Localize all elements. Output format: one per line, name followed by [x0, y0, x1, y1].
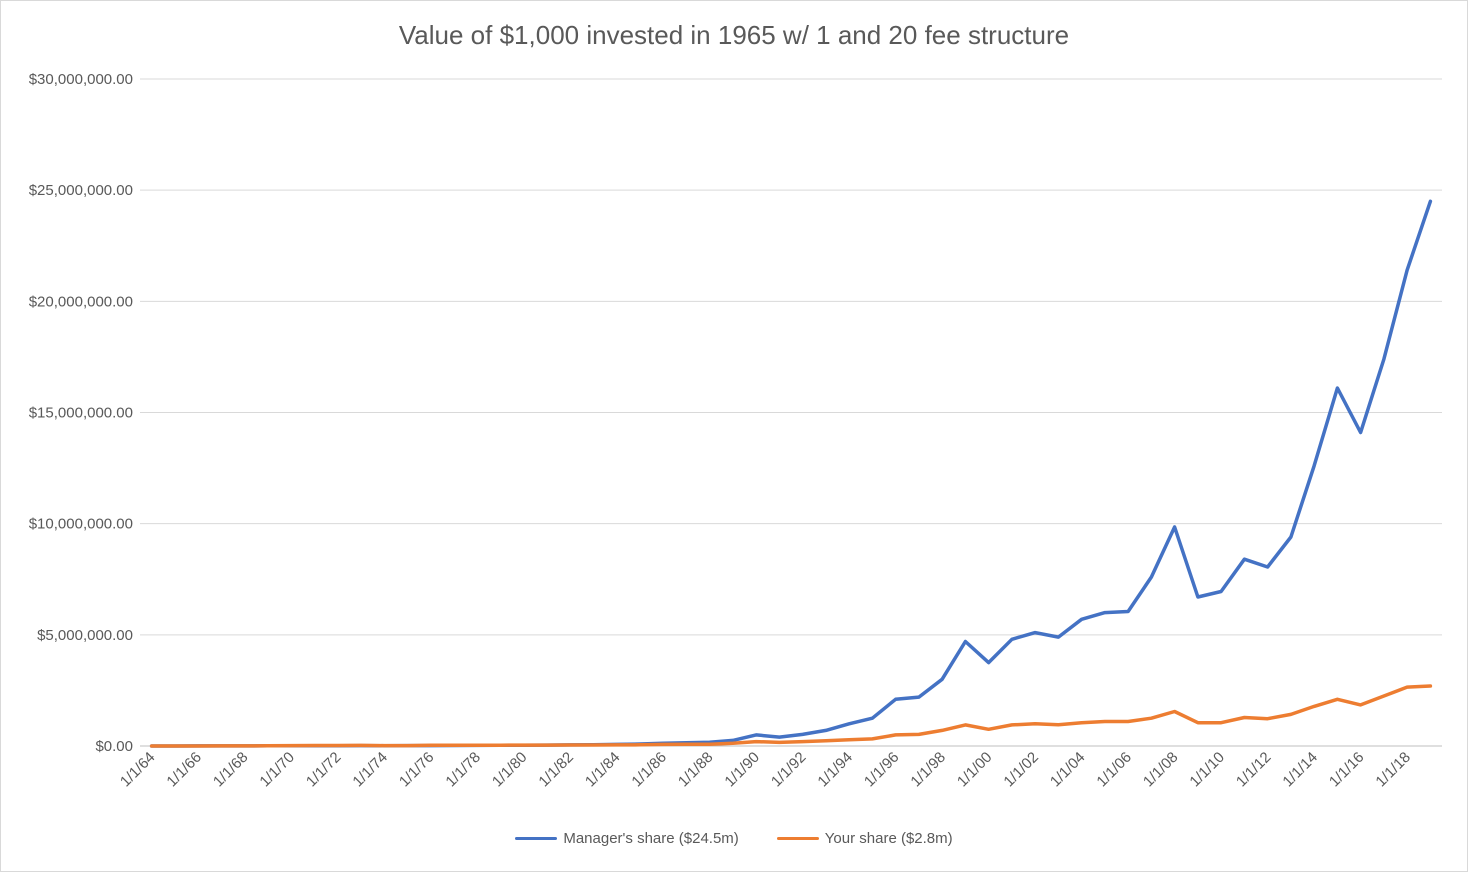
x-tick-label: 1/1/70 — [256, 749, 298, 791]
x-tick-label: 1/1/68 — [210, 749, 252, 791]
x-tick-label: 1/1/76 — [396, 749, 438, 791]
x-tick-label: 1/1/78 — [442, 749, 484, 791]
legend-swatch-your-share — [776, 837, 819, 840]
legend-item-your-share: Your share ($2.8m) — [776, 830, 953, 847]
y-tick-label: $15,000,000.00 — [29, 405, 133, 422]
x-tick-label: 1/1/88 — [675, 749, 717, 791]
legend-label-managers-share: Manager's share ($24.5m) — [563, 830, 739, 847]
legend: Manager's share ($24.5m) Your share ($2.… — [0, 830, 1468, 847]
x-tick-label: 1/1/90 — [721, 749, 763, 791]
x-tick-label: 1/1/18 — [1372, 749, 1414, 791]
y-tick-label: $0.00 — [95, 738, 133, 755]
x-tick-label: 1/1/98 — [907, 749, 949, 791]
x-tick-label: 1/1/06 — [1093, 749, 1135, 791]
y-tick-label: $5,000,000.00 — [37, 627, 133, 644]
x-tick-label: 1/1/04 — [1047, 749, 1089, 791]
series-line-managers-share — [149, 199, 1433, 748]
y-tick-label: $20,000,000.00 — [29, 293, 133, 310]
x-tick-label: 1/1/82 — [535, 749, 577, 791]
series-lines — [149, 199, 1433, 748]
x-tick-label: 1/1/10 — [1186, 749, 1228, 791]
x-tick-label: 1/1/92 — [768, 749, 810, 791]
x-tick-label: 1/1/66 — [163, 749, 205, 791]
x-tick-label: 1/1/08 — [1140, 749, 1182, 791]
x-tick-label: 1/1/74 — [349, 749, 391, 791]
x-tick-label: 1/1/64 — [117, 749, 159, 791]
grid-lines — [140, 78, 1442, 747]
x-tick-label: 1/1/84 — [582, 749, 624, 791]
y-axis-labels: $0.00 $5,000,000.00 $10,000,000.00 $15,000,… — [29, 71, 133, 755]
series-line-your-share — [149, 684, 1433, 748]
x-tick-label: 1/1/02 — [1000, 749, 1042, 791]
x-tick-label: 1/1/14 — [1279, 749, 1321, 791]
x-tick-label: 1/1/72 — [303, 749, 345, 791]
x-tick-label: 1/1/80 — [489, 749, 531, 791]
x-tick-label: 1/1/16 — [1326, 749, 1368, 791]
legend-label-your-share: Your share ($2.8m) — [824, 830, 953, 847]
x-axis-labels: 1/1/64 1/1/66 1/1/68 1/1/70 1/1/72 1/1/74 1/1/… — [117, 749, 1414, 791]
y-tick-label: $25,000,000.00 — [29, 182, 133, 199]
legend-swatch-managers-share — [515, 837, 558, 840]
x-tick-label: 1/1/00 — [954, 749, 996, 791]
x-tick-label: 1/1/86 — [628, 749, 670, 791]
chart-title: Value of $1,000 invested in 1965 w/ 1 an… — [398, 20, 1070, 50]
x-tick-label: 1/1/96 — [861, 749, 903, 791]
legend-item-managers-share: Manager's share ($24.5m) — [515, 830, 739, 847]
x-tick-label: 1/1/12 — [1233, 749, 1275, 791]
x-tick-label: 1/1/94 — [814, 749, 856, 791]
y-tick-label: $10,000,000.00 — [29, 516, 133, 533]
y-tick-label: $30,000,000.00 — [29, 71, 133, 88]
